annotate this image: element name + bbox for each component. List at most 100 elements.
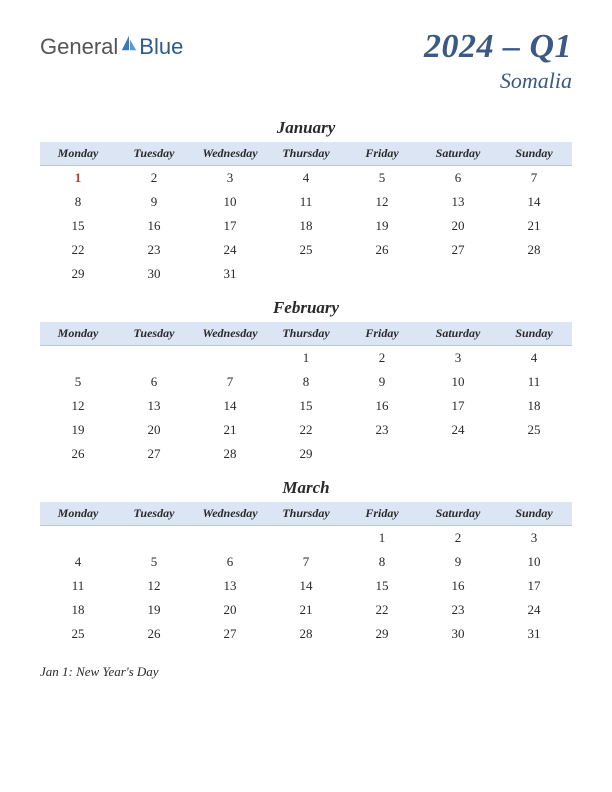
calendar-row: 293031 [40, 262, 572, 286]
weekday-header: Thursday [268, 322, 344, 346]
calendar-cell: 6 [192, 550, 268, 574]
calendar-cell [40, 346, 116, 371]
calendar-cell: 3 [496, 526, 572, 551]
calendar-row: 567891011 [40, 370, 572, 394]
calendar-cell: 17 [420, 394, 496, 418]
calendar-cell: 22 [268, 418, 344, 442]
calendar-cell: 14 [496, 190, 572, 214]
calendar-cell: 21 [496, 214, 572, 238]
logo: General Blue [40, 34, 183, 60]
calendar-cell: 13 [420, 190, 496, 214]
calendar-row: 19202122232425 [40, 418, 572, 442]
calendar-cell: 29 [268, 442, 344, 466]
calendar-cell: 23 [420, 598, 496, 622]
calendar-cell [344, 262, 420, 286]
calendar-cell: 24 [192, 238, 268, 262]
month-table: MondayTuesdayWednesdayThursdayFridaySatu… [40, 502, 572, 646]
calendar-cell: 28 [192, 442, 268, 466]
calendar-cell: 30 [420, 622, 496, 646]
weekday-header: Friday [344, 322, 420, 346]
calendar-cell: 10 [192, 190, 268, 214]
calendar-cell: 19 [116, 598, 192, 622]
calendar-cell: 23 [116, 238, 192, 262]
calendar-cell: 7 [496, 166, 572, 191]
weekday-header: Tuesday [116, 502, 192, 526]
calendar-row: 11121314151617 [40, 574, 572, 598]
calendar-cell: 21 [268, 598, 344, 622]
calendar-cell [268, 262, 344, 286]
calendar-row: 123 [40, 526, 572, 551]
weekday-header: Tuesday [116, 322, 192, 346]
weekday-header: Wednesday [192, 322, 268, 346]
weekday-header: Wednesday [192, 502, 268, 526]
calendar-cell: 9 [116, 190, 192, 214]
page-title: 2024 – Q1 [424, 28, 572, 66]
calendar-cell: 22 [40, 238, 116, 262]
month-block: JanuaryMondayTuesdayWednesdayThursdayFri… [40, 118, 572, 286]
calendar-cell: 14 [268, 574, 344, 598]
calendar-cell: 18 [268, 214, 344, 238]
calendar-cell: 26 [40, 442, 116, 466]
weekday-header: Monday [40, 322, 116, 346]
calendar-cell: 11 [40, 574, 116, 598]
calendar-cell: 4 [496, 346, 572, 371]
calendar-cell: 31 [496, 622, 572, 646]
calendar-cell: 20 [192, 598, 268, 622]
calendar-cell: 29 [344, 622, 420, 646]
calendar-row: 891011121314 [40, 190, 572, 214]
calendar-row: 1234567 [40, 166, 572, 191]
calendar-cell: 3 [420, 346, 496, 371]
weekday-header: Friday [344, 502, 420, 526]
calendar-row: 22232425262728 [40, 238, 572, 262]
calendar-cell: 3 [192, 166, 268, 191]
calendar-cell: 2 [344, 346, 420, 371]
calendar-cell: 16 [420, 574, 496, 598]
weekday-header: Thursday [268, 142, 344, 166]
weekday-header: Wednesday [192, 142, 268, 166]
calendar-cell: 24 [420, 418, 496, 442]
calendar-cell: 8 [268, 370, 344, 394]
calendar-cell: 24 [496, 598, 572, 622]
calendar-cell: 20 [116, 418, 192, 442]
calendar-cell: 8 [40, 190, 116, 214]
calendar-cell: 17 [496, 574, 572, 598]
weekday-header: Saturday [420, 142, 496, 166]
calendar-cell [496, 262, 572, 286]
calendar-cell: 11 [268, 190, 344, 214]
calendar-cell: 1 [40, 166, 116, 191]
calendar-cell: 18 [40, 598, 116, 622]
calendar-cell [496, 442, 572, 466]
calendar-cell: 15 [40, 214, 116, 238]
weekday-header: Thursday [268, 502, 344, 526]
calendar-cell [192, 526, 268, 551]
calendar-cell: 13 [192, 574, 268, 598]
calendar-cell: 15 [344, 574, 420, 598]
calendar-cell: 9 [344, 370, 420, 394]
month-name: March [40, 478, 572, 498]
month-name: February [40, 298, 572, 318]
calendar-cell: 22 [344, 598, 420, 622]
calendar-cell: 25 [40, 622, 116, 646]
calendar-cell: 18 [496, 394, 572, 418]
calendar-cell: 25 [268, 238, 344, 262]
calendar-cell [40, 526, 116, 551]
weekday-header: Saturday [420, 502, 496, 526]
month-name: January [40, 118, 572, 138]
calendar-cell: 19 [344, 214, 420, 238]
calendar-cell: 7 [192, 370, 268, 394]
calendar-cell: 11 [496, 370, 572, 394]
calendar-cell: 2 [420, 526, 496, 551]
holidays-list: Jan 1: New Year's Day [40, 664, 572, 680]
calendar-cell: 25 [496, 418, 572, 442]
calendar-cell: 15 [268, 394, 344, 418]
calendar-cell [192, 346, 268, 371]
logo-sail-icon [120, 34, 138, 52]
calendar-cell: 30 [116, 262, 192, 286]
calendar-row: 18192021222324 [40, 598, 572, 622]
calendar-cell: 10 [496, 550, 572, 574]
weekday-header: Tuesday [116, 142, 192, 166]
calendar-row: 45678910 [40, 550, 572, 574]
weekday-header: Saturday [420, 322, 496, 346]
calendar-container: JanuaryMondayTuesdayWednesdayThursdayFri… [40, 118, 572, 646]
calendar-row: 15161718192021 [40, 214, 572, 238]
